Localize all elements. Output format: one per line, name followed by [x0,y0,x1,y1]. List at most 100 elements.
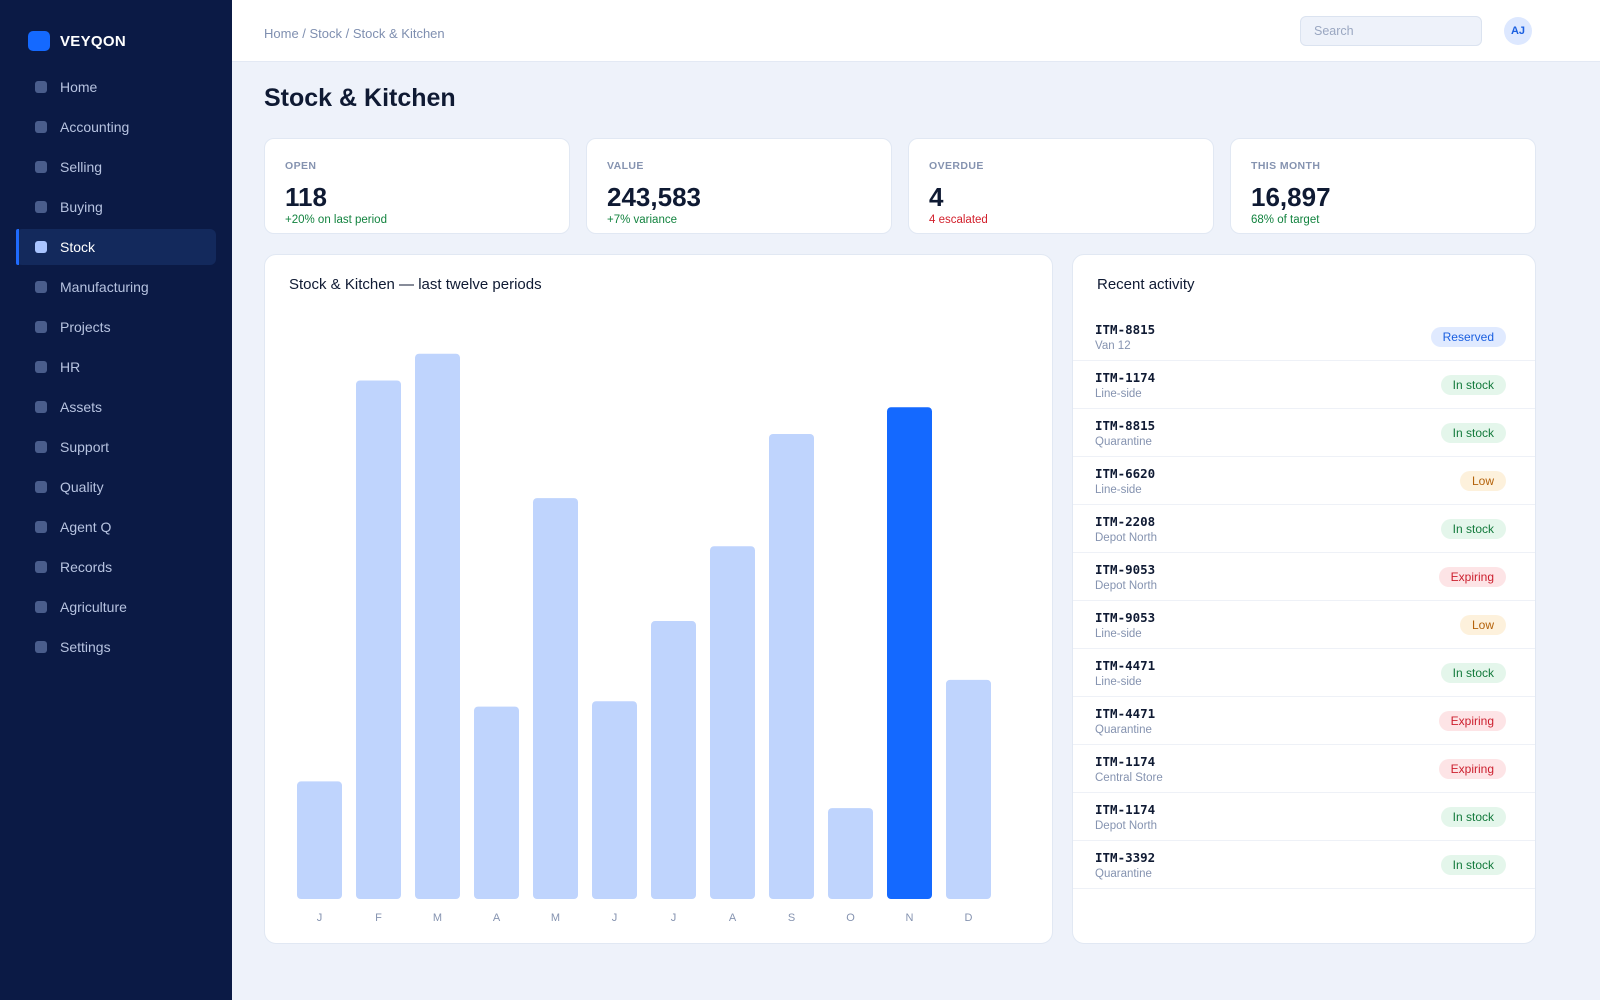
chart-bar-4[interactable] [474,706,519,899]
chart-bar-12[interactable] [946,679,991,899]
item-location: Quarantine [1095,436,1152,448]
item-id: ITM-9053 [1095,610,1156,625]
activity-row[interactable]: ITM-9053 Line-side Low [1073,601,1535,649]
manufacturing-icon [35,281,47,293]
status-badge: In stock [1440,375,1506,395]
activity-row[interactable]: ITM-4471 Quarantine Expiring [1073,697,1535,745]
sidebar-item-label: Buying [60,199,103,215]
activity-row[interactable]: ITM-1174 Depot North In stock [1073,793,1535,841]
activity-row[interactable]: ITM-8815 Van 12 Reserved [1073,313,1535,361]
activity-row[interactable]: ITM-4471 Line-side In stock [1073,649,1535,697]
item-location: Van 12 [1095,340,1131,352]
sidebar-item-label: Assets [60,399,103,415]
chart-bar-7[interactable] [651,621,696,899]
sidebar-nav: Home Accounting Selling Buying Stock Manufact… [16,69,216,669]
item-id: ITM-2208 [1095,514,1156,529]
x-tick-label: A [493,912,501,924]
chart-bar-9[interactable] [769,433,814,899]
x-tick-label: N [906,912,914,924]
records-icon [35,561,47,573]
item-id: ITM-4471 [1095,658,1156,673]
sidebar-item-selling[interactable]: Selling [16,149,216,185]
activity-list: ITM-8815 Van 12 Reserved ITM-1174 Line-side I… [1073,313,1535,889]
chart-bar-3[interactable] [415,353,460,899]
activity-row[interactable]: ITM-6620 Line-side Low [1073,457,1535,505]
status-badge: In stock [1440,807,1506,827]
x-tick-label: J [671,912,677,924]
activity-row[interactable]: ITM-3392 Quarantine In stock [1073,841,1535,889]
chart-bar-5[interactable] [533,498,578,899]
status-badge: Low [1459,471,1506,491]
item-location: Quarantine [1095,724,1152,736]
chart-bar-6[interactable] [592,701,637,899]
item-id: ITM-8815 [1095,418,1156,433]
kpi-subtext: +20% on last period [285,214,387,226]
kpi-subtext: 68% of target [1251,214,1320,226]
accounting-icon [35,121,47,133]
item-location: Quarantine [1095,868,1152,880]
sidebar-item-agriculture[interactable]: Agriculture [16,589,216,625]
chart-bar-1[interactable] [297,781,342,899]
activity-row[interactable]: ITM-1174 Central Store Expiring [1073,745,1535,793]
kpi-card-this-month: THIS MONTH 16,897 68% of target [1230,138,1536,234]
x-tick-label: A [729,912,737,924]
search-input[interactable] [1300,16,1482,46]
sidebar-item-label: Manufacturing [60,279,149,295]
selling-icon [35,161,47,173]
sidebar-item-quality[interactable]: Quality [16,469,216,505]
sidebar-item-label: Projects [60,319,111,335]
chart-bar-8[interactable] [710,546,755,899]
sidebar-item-label: Records [60,559,113,575]
sidebar-item-label: Settings [60,639,111,655]
home-icon [35,81,47,93]
kpi-label: OVERDUE [929,160,984,172]
avatar[interactable]: AJ [1504,17,1532,45]
item-location: Depot North [1095,580,1158,592]
sidebar-item-agent-q[interactable]: Agent Q [16,509,216,545]
buying-icon [35,201,47,213]
sidebar: VEYQON Home Accounting Selling Buying Stock M… [0,0,232,1000]
sidebar-item-buying[interactable]: Buying [16,189,216,225]
breadcrumb[interactable]: Home / Stock / Stock & Kitchen [264,26,445,41]
item-id: ITM-1174 [1095,802,1156,817]
activity-row[interactable]: ITM-1174 Line-side In stock [1073,361,1535,409]
sidebar-item-support[interactable]: Support [16,429,216,465]
chart-bar-11[interactable] [887,407,932,899]
kpi-subtext: +7% variance [607,214,677,226]
item-location: Depot North [1095,532,1158,544]
x-tick-label: O [846,912,855,924]
sidebar-item-assets[interactable]: Assets [16,389,216,425]
sidebar-item-label: Accounting [60,119,130,135]
item-id: ITM-9053 [1095,562,1156,577]
chart-bar-10[interactable] [828,808,873,899]
item-location: Line-side [1095,388,1142,400]
sidebar-item-projects[interactable]: Projects [16,309,216,345]
sidebar-item-settings[interactable]: Settings [16,629,216,665]
sidebar-item-home[interactable]: Home [16,69,216,105]
kpi-card-open: OPEN 118 +20% on last period [264,138,570,234]
sidebar-item-records[interactable]: Records [16,549,216,585]
topbar: Home / Stock / Stock & Kitchen AJ [232,0,1600,62]
sidebar-item-stock[interactable]: Stock [16,229,216,265]
sidebar-item-label: Support [60,439,110,455]
sidebar-item-label: Selling [60,159,103,175]
activity-row[interactable]: ITM-9053 Depot North Expiring [1073,553,1535,601]
item-location: Line-side [1095,676,1142,688]
sidebar-item-hr[interactable]: HR [16,349,216,385]
brand[interactable]: VEYQON [28,31,126,51]
activity-row[interactable]: ITM-2208 Depot North In stock [1073,505,1535,553]
chart-title: Stock & Kitchen — last twelve periods [289,276,542,293]
projects-icon [35,321,47,333]
item-id: ITM-4471 [1095,706,1156,721]
status-badge: Low [1459,615,1506,635]
sidebar-item-manufacturing[interactable]: Manufacturing [16,269,216,305]
page-title: Stock & Kitchen [264,84,456,112]
stock-icon [35,241,47,253]
activity-row[interactable]: ITM-8815 Quarantine In stock [1073,409,1535,457]
sidebar-item-accounting[interactable]: Accounting [16,109,216,145]
kpi-value: 118 [285,182,327,212]
status-badge: Expiring [1438,567,1506,587]
chart-bar-2[interactable] [356,380,401,899]
kpi-label: OPEN [285,160,317,172]
